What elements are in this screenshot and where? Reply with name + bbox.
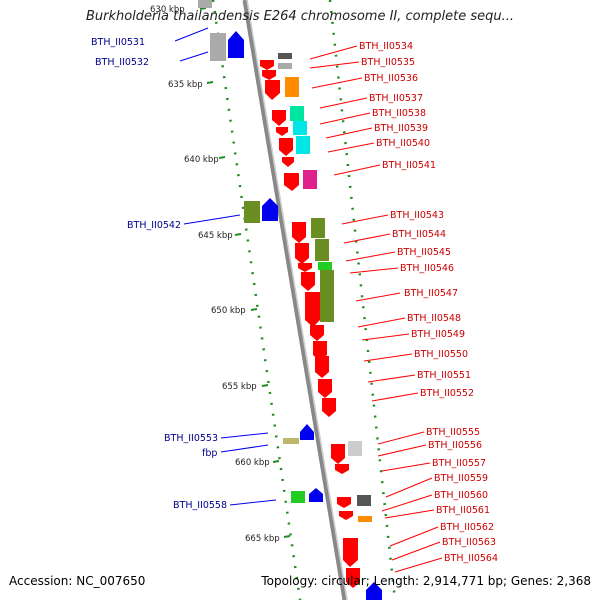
- gene-label: BTH_II0551: [417, 370, 471, 381]
- left-genes: [198, 0, 382, 600]
- gene-label: BTH_II0559: [434, 473, 488, 484]
- gene-label: BTH_II0547: [404, 288, 458, 299]
- scale-label: 665 kbp: [245, 534, 280, 544]
- gene-label: BTH_II0543: [390, 210, 444, 221]
- gene-label: BTH_II0544: [392, 229, 446, 240]
- scale-label: 650 kbp: [211, 306, 246, 316]
- gene-arrow: [228, 31, 244, 58]
- gene-label: BTH_II0561: [436, 505, 490, 516]
- gene-label: BTH_II0558: [173, 500, 227, 511]
- right-connectors: [309, 45, 443, 573]
- gene-arrow: [366, 582, 382, 600]
- gene-arrow: [309, 488, 323, 502]
- gene-label: BTH_II0542: [127, 220, 181, 231]
- right-gene-labels: BTH_II0534 BTH_II0535 BTH_II0536 BTH_II0…: [359, 41, 498, 564]
- gene-label: BTH_II0562: [440, 522, 494, 533]
- gene-arrow: [198, 0, 212, 8]
- gene-label: BTH_II0564: [444, 553, 498, 564]
- gene-arrow: [300, 424, 314, 440]
- scale-label: 630 kbp: [150, 5, 185, 15]
- left-connectors: [174, 27, 277, 506]
- gene-label: BTH_II0546: [400, 263, 454, 274]
- gene-label: BTH_II0545: [397, 247, 451, 258]
- gene-arrow: [244, 201, 260, 223]
- scale-ticks: [199, 7, 291, 538]
- left-gene-labels: BTH_II0531 BTH_II0532 BTH_II0542 BTH_II0…: [91, 37, 227, 511]
- gene-label: BTH_II0540: [376, 138, 430, 149]
- gene-label: BTH_II0534: [359, 41, 413, 52]
- gene-label: BTH_II0556: [428, 440, 482, 451]
- summary-text: Topology: circular; Length: 2,914,771 bp…: [261, 574, 591, 588]
- right-genes: [260, 53, 372, 588]
- gene-arrow: [210, 33, 226, 61]
- gene-label: BTH_II0557: [432, 458, 486, 469]
- scale-label: 655 kbp: [222, 382, 257, 392]
- gene-arrow: [291, 491, 305, 503]
- guide-lines: [211, 0, 397, 600]
- gene-label: BTH_II0549: [411, 329, 465, 340]
- gene-label: BTH_II0539: [374, 123, 428, 134]
- gene-label: BTH_II0553: [164, 433, 218, 444]
- gene-label: BTH_II0555: [426, 427, 480, 438]
- scale-label: 645 kbp: [198, 231, 233, 241]
- gene-label: BTH_II0535: [361, 57, 415, 68]
- gene-label: BTH_II0536: [364, 73, 418, 84]
- scale-labels: 630 kbp 635 kbp 640 kbp 645 kbp 650 kbp …: [150, 5, 280, 544]
- scale-label: 640 kbp: [184, 155, 219, 165]
- gene-label: BTH_II0552: [420, 388, 474, 399]
- gene-label: BTH_II0560: [434, 490, 488, 501]
- gene-arrow: [283, 438, 299, 444]
- gene-label: BTH_II0532: [95, 57, 149, 68]
- gene-label: BTH_II0550: [414, 349, 468, 360]
- gene-label: BTH_II0531: [91, 37, 145, 48]
- gene-label: BTH_II0563: [442, 537, 496, 548]
- gene-label: BTH_II0541: [382, 160, 436, 171]
- map-title: Burkholderia thailandensis E264 chromoso…: [85, 9, 515, 24]
- scale-label: 635 kbp: [168, 80, 203, 90]
- scale-label: 660 kbp: [235, 458, 270, 468]
- gene-arrow: [262, 198, 278, 221]
- accession-text: Accession: NC_007650: [9, 574, 146, 588]
- gene-label: BTH_II0538: [372, 108, 426, 119]
- gene-label: fbp: [202, 448, 217, 459]
- gene-label: BTH_II0537: [369, 93, 423, 104]
- chromosome-backbone: [242, 0, 348, 600]
- gene-label: BTH_II0548: [407, 313, 461, 324]
